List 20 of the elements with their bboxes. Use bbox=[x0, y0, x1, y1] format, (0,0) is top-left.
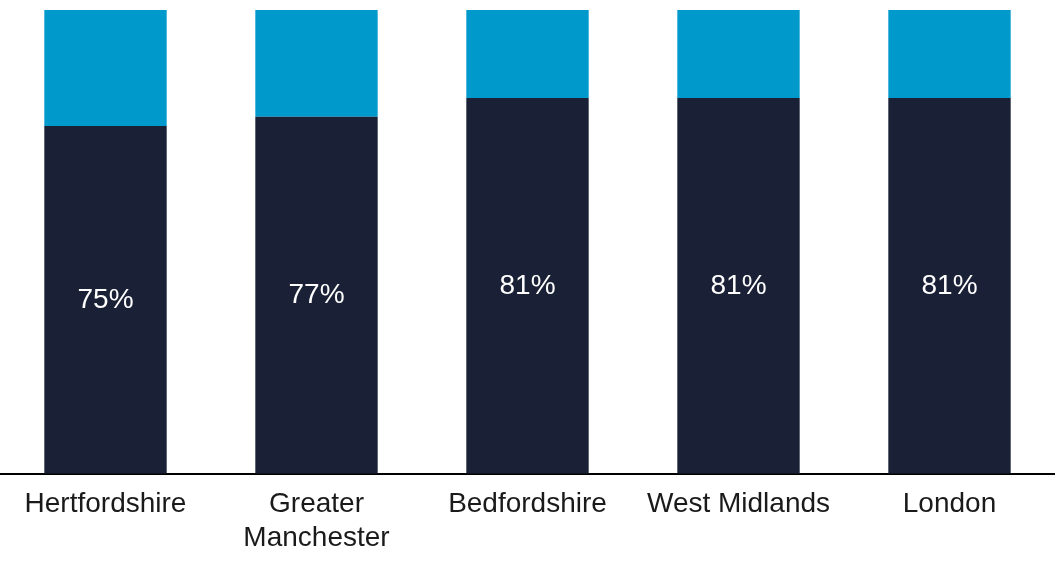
bar bbox=[677, 98, 800, 474]
x-tick-label: Bedfordshire bbox=[448, 487, 607, 519]
x-tick-label: London bbox=[902, 487, 997, 519]
x-tick-label: West Midlands bbox=[646, 487, 831, 519]
bar bbox=[44, 10, 167, 126]
x-tick-label: Hertfordshire bbox=[24, 487, 187, 519]
x-tick-label: Greater Manchester bbox=[243, 487, 390, 552]
bar bbox=[888, 10, 1011, 99]
bar bbox=[466, 98, 589, 474]
data-label: 81% bbox=[921, 268, 978, 300]
bar bbox=[466, 10, 589, 99]
data-label: 81% bbox=[499, 268, 556, 300]
bar bbox=[888, 98, 1011, 474]
data-label: 77% bbox=[288, 277, 345, 309]
bar bbox=[677, 10, 800, 99]
bar bbox=[255, 116, 378, 474]
data-label: 75% bbox=[77, 282, 134, 314]
bar bbox=[255, 10, 378, 117]
data-label: 81% bbox=[710, 268, 767, 300]
bar bbox=[44, 125, 167, 474]
